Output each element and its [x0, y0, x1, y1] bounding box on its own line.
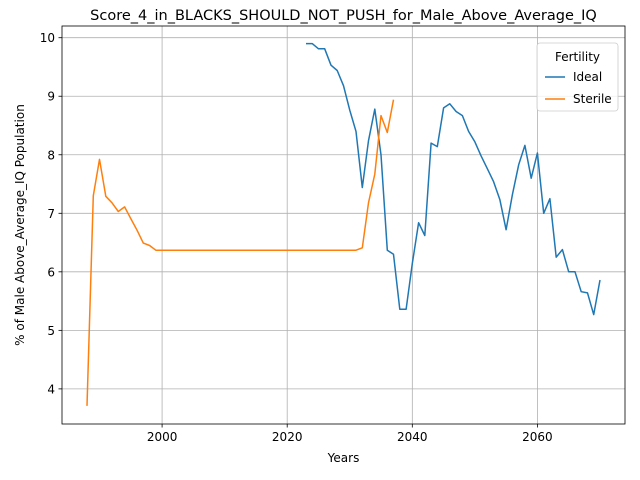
y-tick-label: 9 — [47, 90, 55, 104]
y-axis-label: % of Male Above_Average_IQ Population — [13, 104, 27, 346]
series-line-sterile — [86, 99, 395, 406]
chart-title: Score_4_in_BLACKS_SHOULD_NOT_PUSH_for_Ma… — [90, 8, 597, 24]
axis-ticks: 2000 2020 2040 2060 4 5 6 7 8 9 10 — [40, 31, 553, 444]
legend-label-sterile: Sterile — [573, 92, 612, 106]
y-tick-label: 6 — [47, 265, 55, 279]
y-tick-label: 10 — [40, 31, 55, 45]
legend-items: Ideal Sterile — [545, 70, 612, 106]
legend: Fertility Ideal Sterile — [536, 42, 619, 112]
legend-label-ideal: Ideal — [573, 70, 602, 84]
y-tick-label: 4 — [47, 382, 55, 396]
x-tick-label: 2040 — [397, 430, 428, 444]
y-tick-label: 8 — [47, 148, 55, 162]
legend-title: Fertility — [555, 50, 600, 64]
x-tick-label: 2020 — [272, 430, 303, 444]
y-tick-label: 7 — [47, 207, 55, 221]
y-tick-label: 5 — [47, 324, 55, 338]
series-line-ideal — [306, 42, 601, 316]
grid-lines — [62, 26, 625, 424]
series-lines — [86, 42, 601, 406]
x-tick-label: 2060 — [522, 430, 553, 444]
legend-box — [536, 42, 619, 112]
x-axis-label: Years — [327, 451, 360, 465]
x-tick-label: 2000 — [147, 430, 178, 444]
plot-frame — [61, 25, 626, 425]
